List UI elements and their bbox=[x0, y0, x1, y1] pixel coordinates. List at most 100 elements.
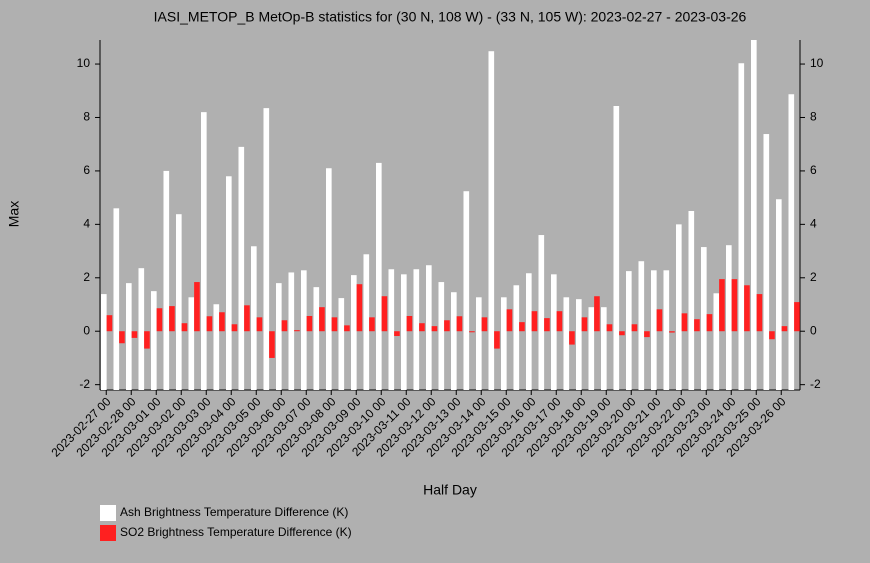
bar bbox=[676, 224, 682, 390]
y-tick-label: 2 bbox=[83, 270, 90, 284]
bar bbox=[281, 320, 288, 332]
bar bbox=[251, 246, 257, 390]
bar bbox=[531, 311, 538, 332]
y2-tick-label: -2 bbox=[810, 377, 821, 391]
bar bbox=[226, 176, 232, 390]
y2-tick-label: 4 bbox=[810, 217, 817, 231]
legend-label: Ash Brightness Temperature Difference (K… bbox=[120, 505, 348, 519]
bar bbox=[494, 331, 500, 349]
bar bbox=[113, 208, 120, 390]
bar bbox=[731, 279, 738, 332]
bar bbox=[451, 292, 457, 390]
bar bbox=[238, 146, 245, 390]
y-axis-label: Max bbox=[6, 201, 22, 227]
y2-tick-label: 8 bbox=[810, 110, 817, 124]
y2-tick-label: 6 bbox=[810, 163, 817, 177]
bar bbox=[306, 315, 313, 332]
bar bbox=[369, 317, 375, 332]
bar bbox=[119, 331, 125, 344]
bar bbox=[463, 191, 470, 390]
bar bbox=[176, 214, 182, 390]
bar bbox=[488, 51, 495, 390]
bar bbox=[313, 287, 320, 390]
bar bbox=[781, 326, 788, 332]
bar bbox=[319, 307, 325, 332]
bar bbox=[726, 245, 732, 390]
y2-tick-label: 10 bbox=[810, 56, 824, 70]
bar bbox=[563, 297, 570, 390]
bar bbox=[138, 268, 145, 390]
bar bbox=[194, 282, 200, 332]
bar bbox=[694, 319, 700, 332]
bar bbox=[794, 302, 800, 332]
bar bbox=[538, 235, 545, 390]
bar bbox=[394, 331, 400, 337]
bar bbox=[288, 272, 295, 390]
bar bbox=[276, 283, 282, 390]
bar bbox=[663, 270, 670, 390]
bar bbox=[456, 316, 463, 332]
bar bbox=[756, 294, 763, 332]
bar bbox=[231, 324, 238, 332]
bar bbox=[788, 94, 795, 391]
bar bbox=[376, 162, 382, 390]
bar bbox=[701, 247, 707, 390]
bar bbox=[413, 269, 420, 390]
bar bbox=[431, 326, 438, 332]
bar bbox=[594, 296, 600, 332]
bar bbox=[469, 331, 475, 333]
bar bbox=[406, 315, 413, 332]
bar bbox=[606, 324, 613, 332]
legend-swatch bbox=[100, 525, 116, 541]
bar bbox=[631, 324, 638, 332]
bar bbox=[526, 273, 532, 390]
bar bbox=[644, 331, 650, 338]
bar bbox=[738, 63, 745, 391]
bar bbox=[188, 297, 195, 390]
bar bbox=[601, 307, 607, 390]
bar bbox=[388, 269, 395, 390]
bar bbox=[256, 317, 263, 332]
bar bbox=[556, 311, 563, 332]
bar bbox=[569, 331, 575, 345]
bar bbox=[401, 274, 407, 390]
bar bbox=[213, 304, 220, 390]
bar bbox=[669, 331, 675, 333]
bar bbox=[106, 315, 113, 332]
bar bbox=[163, 170, 170, 390]
legend-swatch bbox=[100, 505, 116, 521]
bar bbox=[338, 298, 345, 390]
bar bbox=[651, 270, 657, 390]
y-tick-label: -2 bbox=[79, 377, 90, 391]
bar bbox=[201, 112, 207, 391]
bar bbox=[763, 134, 770, 390]
bar bbox=[131, 331, 138, 338]
bar bbox=[588, 307, 595, 390]
bar bbox=[581, 317, 588, 332]
bar bbox=[519, 322, 525, 332]
bar bbox=[301, 270, 307, 390]
bar bbox=[544, 318, 550, 332]
bar bbox=[681, 313, 688, 332]
bar bbox=[551, 274, 557, 390]
y2-tick-label: 2 bbox=[810, 270, 817, 284]
bar bbox=[626, 271, 632, 390]
bar bbox=[706, 314, 713, 332]
bar bbox=[719, 279, 725, 332]
bar bbox=[769, 331, 775, 340]
bar bbox=[751, 40, 757, 390]
bar bbox=[263, 108, 270, 391]
bar bbox=[326, 168, 332, 390]
bar bbox=[269, 331, 275, 358]
bar bbox=[776, 199, 782, 390]
bar bbox=[613, 105, 620, 390]
bar bbox=[181, 323, 188, 332]
bar bbox=[476, 297, 482, 390]
y-tick-label: 4 bbox=[83, 217, 90, 231]
bar bbox=[744, 285, 750, 332]
bar bbox=[713, 293, 720, 390]
y-tick-label: 10 bbox=[77, 56, 91, 70]
bar bbox=[481, 317, 488, 332]
